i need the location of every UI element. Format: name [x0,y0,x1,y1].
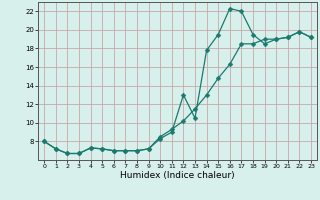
X-axis label: Humidex (Indice chaleur): Humidex (Indice chaleur) [120,171,235,180]
